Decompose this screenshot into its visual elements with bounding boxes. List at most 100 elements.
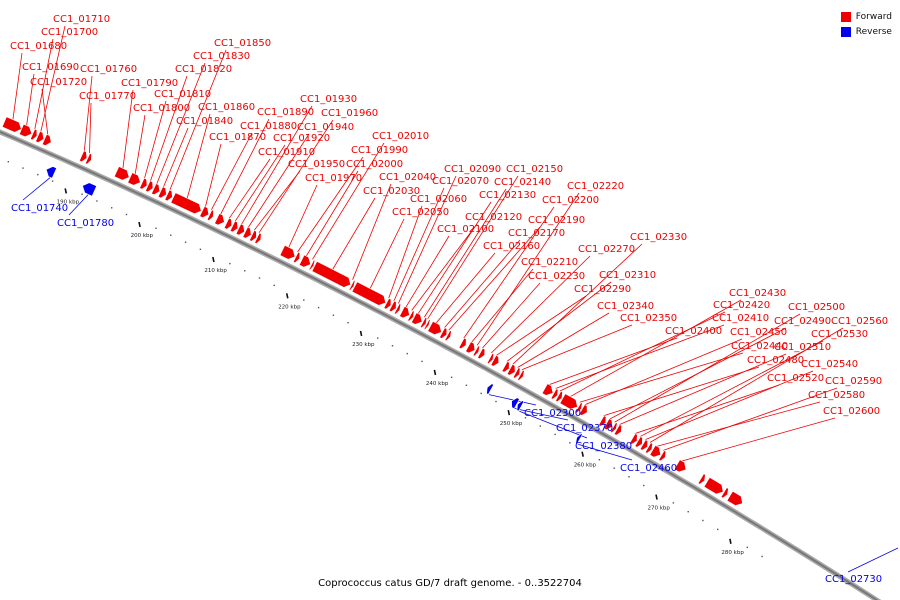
tick-label: 250 kbp [500,421,523,427]
label-leader [393,187,445,302]
gene-label: CC1_02220 [567,181,624,192]
gene-arrow [649,444,662,458]
minor-tick [155,227,157,229]
gene-arrow [351,281,387,306]
gene-labels: CC1_01680 CC1_01690 CC1_01700 CC1_01710 CC1_… [10,14,888,585]
minor-tick [613,467,615,469]
gene-label: CC1_02000 [346,159,403,170]
major-tick [581,451,584,457]
legend-label-forward: Forward [855,11,892,22]
label-leader [603,366,760,417]
gene-arrow [575,433,583,445]
gene-arrow [511,397,520,410]
label-leader [569,299,742,398]
gene-label: CC1_01860 [198,102,255,113]
label-leader [352,183,392,280]
gene-arrow [512,367,521,379]
minor-tick [7,161,9,163]
gene-arrow [393,303,402,315]
label-leader [444,239,521,328]
gene-label: CC1_01780 [57,218,114,229]
label-leader [614,313,801,423]
minor-tick [244,270,246,272]
reverse-swatch [840,26,851,37]
gene-label: CC1_02500 [788,302,845,313]
minor-tick [317,306,320,309]
gene-arrow [41,133,52,146]
gene-arrow [170,192,202,215]
minor-tick [628,476,630,478]
label-leader [663,387,838,451]
label-leader [89,102,92,154]
minor-tick [702,519,704,522]
gene-arrow [292,251,301,264]
label-leader [517,312,610,368]
label-leader [548,337,678,386]
gene-label: CC1_02490 [774,316,831,327]
gene-label: CC1_01710 [53,14,110,25]
gene-features [1,116,743,506]
legend-item-forward: Forward [840,9,892,24]
gene-arrow [598,415,607,427]
gene-label: CC1_01990 [351,145,408,156]
gene-label: CC1_02450 [730,327,787,338]
minor-tick [22,167,24,169]
gene-arrow [629,433,638,445]
figure-caption: Coprococcus catus GD/7 draft genome. - 0… [318,578,582,589]
gene-label: CC1_02310 [599,270,656,281]
major-tick [285,293,289,299]
label-leader [411,223,478,311]
minor-tick [687,511,689,513]
gene-label: CC1_01720 [30,77,87,88]
minor-tick [421,360,423,363]
minor-tick [569,442,571,444]
gene-label: CC1_02040 [379,172,436,183]
minor-tick [554,433,556,436]
gene-label: CC1_01970 [305,173,362,184]
gene-label: CC1_01700 [41,27,98,38]
minor-tick [125,213,128,216]
gene-label: CC1_01890 [257,107,314,118]
major-tick [433,369,437,376]
gene-arrow [517,369,525,381]
gene-arrow [673,459,687,473]
gene-arrow [113,166,130,181]
gene-arrow [444,330,452,342]
gene-label: CC1_02130 [479,190,536,201]
gene-label: CC1_01770 [79,91,136,102]
gene-label: CC1_01920 [273,133,330,144]
label-leader [228,158,271,219]
label-leader [579,352,744,403]
gene-label: CC1_02400 [665,326,722,337]
minor-tick [480,392,482,395]
gene-label: CC1_02140 [494,177,551,188]
gene-arrow [613,424,622,436]
gene-arrow [423,319,431,330]
minor-tick [524,417,527,419]
gene-arrow [439,327,448,339]
minor-tick [465,384,468,386]
label-leader [312,142,385,260]
gene-arrow [279,244,296,260]
minor-tick [377,337,379,339]
minor-tick [746,546,748,549]
major-tick [729,538,732,544]
gene-label: CC1_02150 [506,164,563,175]
minor-tick [539,425,541,427]
gene-arrow [697,473,706,485]
gene-label: CC1_01680 [10,41,67,52]
gene-label: CC1_01810 [154,89,211,100]
label-leader [476,192,580,346]
label-leader [332,197,376,270]
label-leader [618,353,787,426]
minor-tick [391,345,394,347]
gene-arrow [427,320,442,335]
label-leader [247,133,310,228]
gene-label: CC1_02050 [392,207,449,218]
gene-arrow [472,345,480,357]
gene-label: CC1_02350 [620,313,677,324]
gene-label: CC1_02340 [597,301,654,312]
minor-tick [643,484,645,487]
label-leader [211,132,253,210]
